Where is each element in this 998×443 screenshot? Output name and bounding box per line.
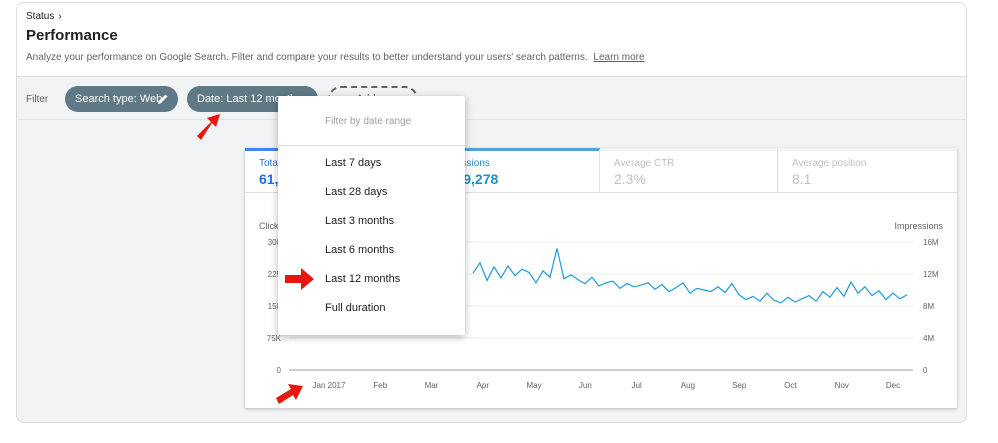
metric-label: Average position (792, 158, 867, 169)
menu-item-last-3-months[interactable]: Last 3 months (325, 215, 395, 227)
page-title: Performance (26, 27, 118, 44)
page-description: Analyze your performance on Google Searc… (26, 52, 645, 63)
right-tick-label: 0 (923, 366, 928, 375)
left-tick-label: 225 (268, 270, 282, 279)
menu-item-last-12-months[interactable]: Last 12 months (325, 273, 401, 285)
red-arrow-icon (276, 384, 303, 404)
right-tick-label: 8M (923, 302, 934, 311)
metric-tile-average-ctr[interactable]: Average CTR 2.3% (600, 148, 778, 193)
page-header: Status › Performance Analyze your perform… (17, 3, 966, 77)
left-tick-label: 0 (277, 366, 282, 375)
right-tick-label: 4M (923, 334, 934, 343)
filter-bar: Filter Search type: Web Date: Last 12 mo… (17, 78, 966, 120)
x-tick-label: Jun (579, 381, 592, 390)
metric-label: Tota (259, 158, 278, 169)
date-range-filter-input[interactable]: Filter by date range (278, 96, 465, 146)
x-tick-label: Feb (373, 381, 387, 390)
menu-item-last-7-days[interactable]: Last 7 days (325, 157, 382, 169)
search-type-chip[interactable]: Search type: Web (65, 86, 178, 112)
x-tick-label: May (527, 381, 542, 390)
x-tick-label: Nov (835, 381, 849, 390)
x-tick-label: Aug (681, 381, 695, 390)
right-axis-title: Impressions (894, 221, 943, 231)
right-tick-label: 16M (923, 238, 939, 247)
menu-item-last-6-months[interactable]: Last 6 months (325, 244, 395, 256)
breadcrumb-status[interactable]: Status (26, 11, 55, 22)
date-range-menu: Filter by date range Last 7 days Last 28… (278, 96, 465, 335)
red-arrow-icon (197, 114, 220, 140)
x-tick-label: Dec (886, 381, 900, 390)
left-tick-label: 300 (268, 238, 282, 247)
red-arrow-icon (285, 268, 314, 290)
filter-label: Filter (26, 94, 49, 105)
impressions-series-line (472, 248, 908, 304)
x-tick-label: Apr (477, 381, 490, 390)
description-text: Analyze your performance on Google Searc… (26, 52, 588, 63)
date-filter-placeholder: Filter by date range (325, 116, 412, 127)
pencil-icon[interactable] (157, 93, 169, 105)
x-tick-label: Sep (732, 381, 747, 390)
left-axis-title: Click (259, 221, 279, 231)
performance-panel: Status › Performance Analyze your perform… (16, 2, 967, 423)
left-tick-label: 150 (268, 302, 282, 311)
left-tick-label: 75K (267, 334, 282, 343)
breadcrumb[interactable]: Status › (26, 11, 62, 22)
date-range-chip-label: Date: Last 12 months (197, 93, 302, 105)
learn-more-link[interactable]: Learn more (593, 52, 645, 63)
x-tick-label: Jan 2017 (313, 381, 346, 390)
breadcrumb-chevron-icon: › (58, 11, 62, 22)
metric-label: Average CTR (614, 158, 675, 169)
metric-value: 2.3% (614, 171, 646, 187)
search-type-chip-label: Search type: Web (75, 93, 163, 105)
menu-item-last-28-days[interactable]: Last 28 days (325, 186, 388, 198)
metric-value: 61, (259, 171, 279, 187)
menu-item-full-duration[interactable]: Full duration (325, 302, 386, 314)
x-tick-label: Oct (784, 381, 797, 390)
metric-tile-average-position[interactable]: Average position 8.1 (778, 148, 957, 193)
x-tick-label: Jul (632, 381, 642, 390)
metric-value: 8.1 (792, 171, 812, 187)
right-tick-label: 12M (923, 270, 939, 279)
x-tick-label: Mar (425, 381, 439, 390)
